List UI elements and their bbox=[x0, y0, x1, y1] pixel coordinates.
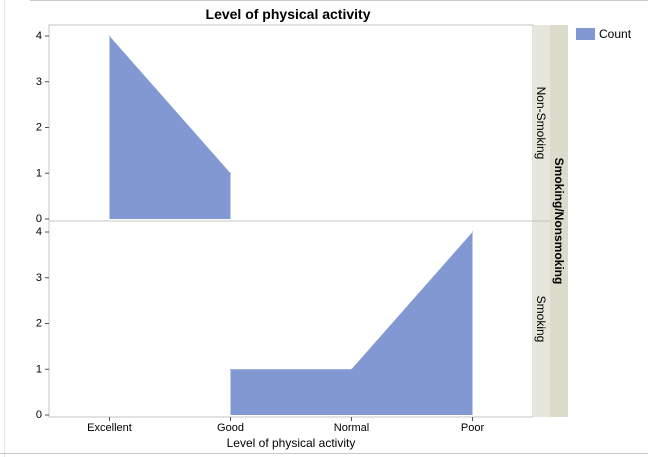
legend: Count bbox=[576, 27, 631, 41]
window-left-border bbox=[4, 0, 5, 457]
facet-title: Smoking/Nonsmoking bbox=[552, 158, 566, 285]
y-tick-label-non-smoking-0: 0 bbox=[36, 213, 42, 225]
panel-strip-non-smoking bbox=[533, 25, 550, 221]
y-tick-label-non-smoking-2: 2 bbox=[36, 122, 42, 134]
data-point-non-smoking-excellent bbox=[109, 35, 110, 37]
panel-strip-smoking bbox=[533, 221, 550, 417]
facet-title-strip bbox=[550, 25, 568, 417]
area-layer bbox=[109, 35, 473, 415]
x-tick-label-excellent: Excellent bbox=[87, 422, 132, 434]
y-tick-label-smoking-4: 4 bbox=[36, 226, 42, 238]
y-tick-label-smoking-2: 2 bbox=[36, 318, 42, 330]
x-tick-label-good: Good bbox=[217, 422, 244, 434]
data-point-smoking-normal bbox=[351, 368, 352, 370]
y-tick-label-smoking-0: 0 bbox=[36, 409, 42, 421]
y-tick-label-smoking-1: 1 bbox=[36, 363, 42, 375]
panel-label-non-smoking: Non-Smoking bbox=[534, 87, 548, 160]
x-axis-title: Level of physical activity bbox=[227, 436, 356, 450]
y-tick-label-non-smoking-4: 4 bbox=[36, 30, 42, 42]
data-point-non-smoking-good bbox=[230, 172, 231, 174]
area-smoking bbox=[230, 232, 473, 415]
area-non-smoking bbox=[109, 36, 231, 219]
y-tick-label-smoking-3: 3 bbox=[36, 272, 42, 284]
x-tick-label-poor: Poor bbox=[461, 422, 485, 434]
data-point-smoking-good bbox=[230, 368, 231, 370]
data-point-smoking-poor bbox=[472, 231, 473, 233]
window-bottom-border bbox=[0, 453, 648, 454]
legend-swatch bbox=[576, 28, 595, 40]
x-tick-label-normal: Normal bbox=[334, 422, 369, 434]
chart-title: Level of physical activity bbox=[206, 6, 371, 22]
window-top-border bbox=[30, 0, 648, 1]
panel-label-smoking: Smoking bbox=[534, 296, 548, 343]
y-tick-label-non-smoking-3: 3 bbox=[36, 76, 42, 88]
legend-label: Count bbox=[599, 27, 632, 41]
y-tick-label-non-smoking-1: 1 bbox=[36, 167, 42, 179]
